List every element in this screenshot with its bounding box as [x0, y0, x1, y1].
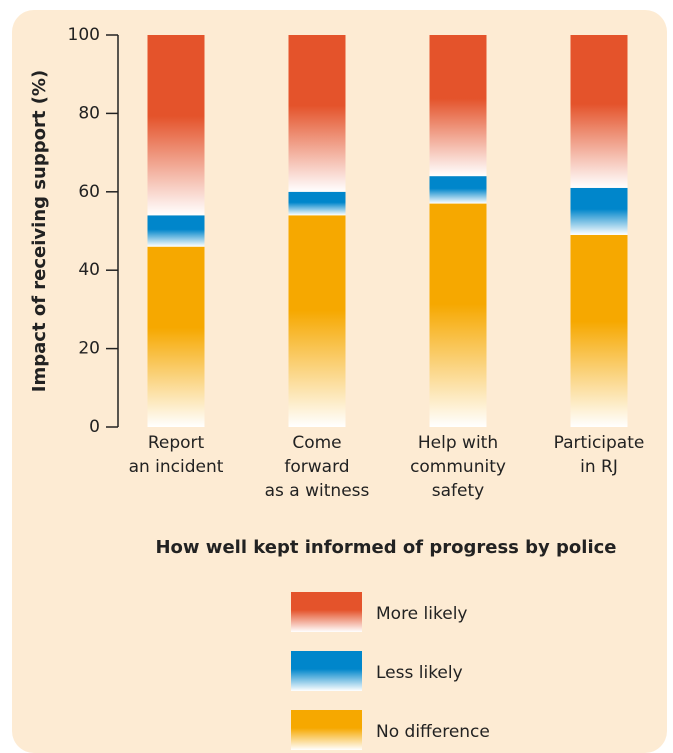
bar-segment: [429, 203, 487, 427]
bar-segment: [288, 215, 346, 427]
y-tick-label: 60: [78, 182, 100, 202]
x-tick-label-line: Participate: [554, 433, 645, 453]
y-tick-label: 40: [78, 260, 100, 280]
x-tick-label-line: in RJ: [580, 457, 618, 477]
x-tick-label-line: Come: [292, 433, 341, 453]
y-tick-label: 20: [78, 339, 100, 359]
bar-segment: [570, 234, 628, 427]
bar-segment: [288, 191, 346, 216]
bar-segment: [429, 35, 487, 177]
bar-segment: [288, 35, 346, 192]
bar-segment: [147, 246, 205, 427]
x-tick-label-line: safety: [432, 481, 484, 501]
legend-label: Less likely: [376, 663, 463, 683]
x-tick-label-line: community: [410, 457, 506, 477]
bar-segment: [147, 215, 205, 247]
x-tick-label-line: as a witness: [265, 481, 370, 501]
x-tick-label-line: forward: [284, 457, 349, 477]
x-tick-label: Participate in RJ: [554, 433, 645, 477]
x-axis-label: How well kept informed of progress by po…: [155, 537, 616, 558]
bar-segment: [429, 176, 487, 204]
x-tick-label-line: Report: [148, 433, 205, 453]
bar-segment: [570, 187, 628, 235]
y-tick-label: 80: [78, 103, 100, 123]
y-tick-label: 100: [68, 25, 100, 45]
x-tick-label: Report an incident: [129, 433, 224, 477]
bar-segment: [147, 35, 205, 216]
legend-label: No difference: [376, 722, 490, 742]
y-tick-label: 0: [89, 417, 100, 437]
legend-swatch: [291, 651, 362, 691]
y-axis-label: Impact of receiving support (%): [29, 70, 50, 392]
legend-swatch: [291, 592, 362, 632]
x-tick-label: Help with community safety: [410, 433, 506, 501]
x-tick-label-line: an incident: [129, 457, 224, 477]
legend-swatch: [291, 710, 362, 750]
x-tick-label: Come forward as a witness: [265, 433, 370, 501]
legend-label: More likely: [376, 604, 467, 624]
x-tick-label-line: Help with: [418, 433, 498, 453]
bar-segment: [570, 35, 628, 188]
